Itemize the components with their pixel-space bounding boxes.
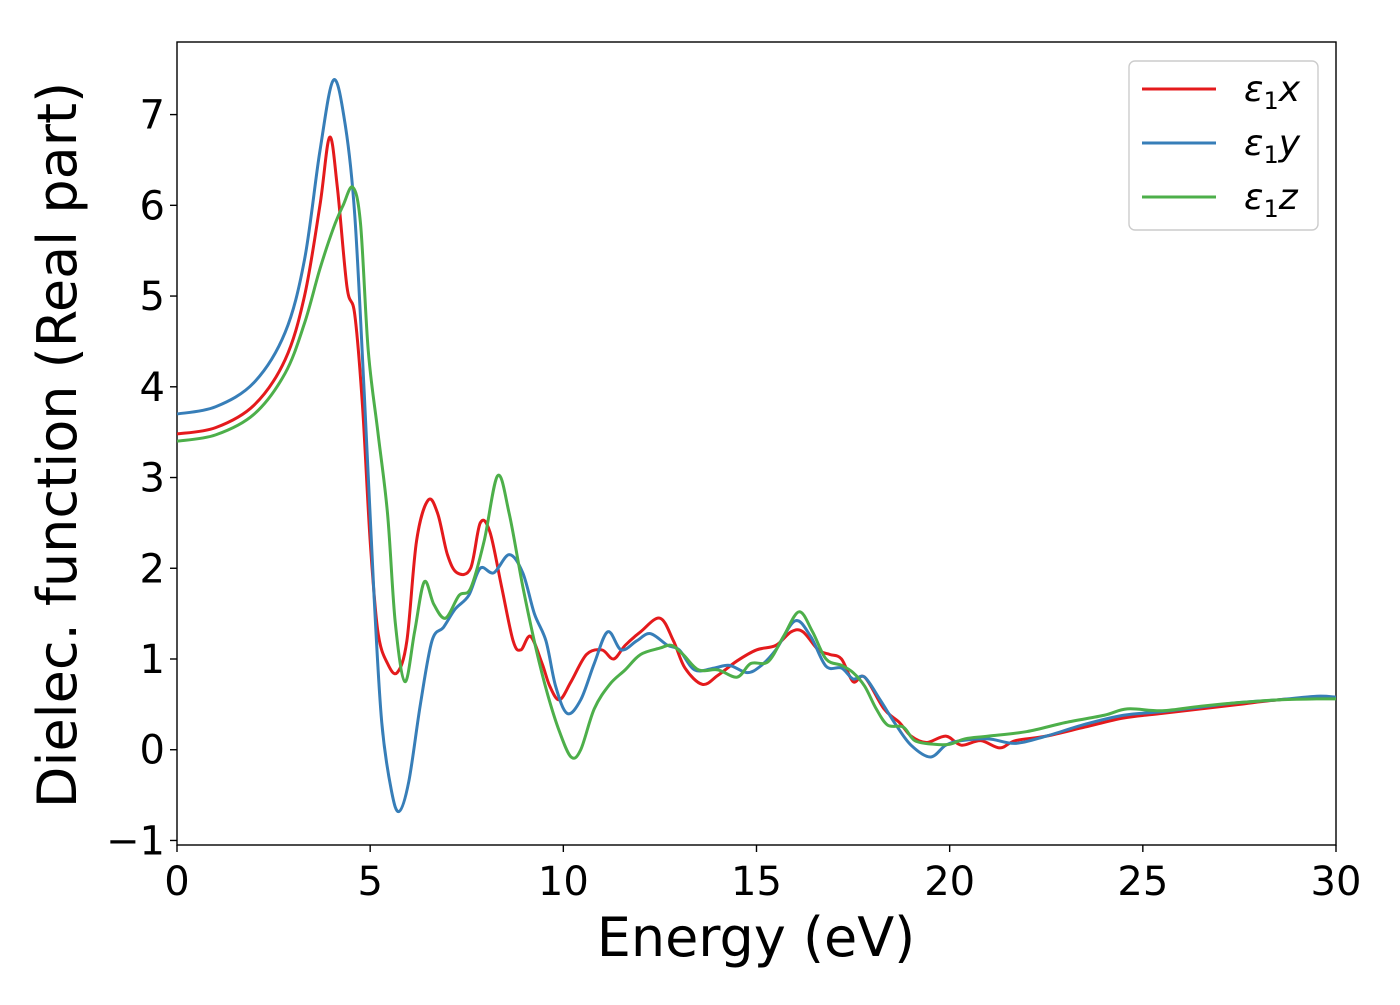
- x-tick-label: 25: [1117, 859, 1168, 905]
- legend-label-x: ε1x: [1244, 69, 1301, 115]
- x-tick-label: 30: [1311, 859, 1362, 905]
- legend: ε1x ε1y ε1z: [1128, 60, 1319, 231]
- y-ticks: −1 0 1 2 3 4 5 6 7: [106, 93, 177, 864]
- x-tick-label: 0: [164, 859, 189, 905]
- legend-entries: ε1x ε1y ε1z: [1142, 69, 1301, 223]
- y-tick-label: 1: [140, 637, 165, 683]
- x-tick-label: 10: [538, 859, 589, 905]
- series-line-z: [177, 185, 1336, 760]
- legend-label-z: ε1z: [1244, 177, 1299, 223]
- legend-label-y: ε1y: [1244, 123, 1301, 169]
- y-tick-label: 3: [140, 456, 165, 502]
- x-tick-label: 20: [924, 859, 975, 905]
- x-ticks: 0 5 10 15 20 25 30: [164, 845, 1361, 905]
- y-tick-label: 5: [140, 274, 165, 320]
- y-tick-label: 0: [140, 728, 165, 774]
- x-tick-label: 5: [357, 859, 382, 905]
- x-axis-title: Energy (eV): [597, 906, 916, 969]
- series-layer: [177, 78, 1336, 814]
- x-tick-label: 15: [731, 859, 782, 905]
- y-tick-label: 7: [140, 93, 165, 139]
- y-tick-label: 6: [140, 183, 165, 229]
- legend-box: [1128, 60, 1319, 231]
- y-tick-label: 4: [140, 365, 165, 411]
- y-tick-label: −1: [106, 818, 165, 864]
- series-line-x: [177, 135, 1336, 750]
- y-tick-label: 2: [140, 546, 165, 592]
- y-axis-title: Dielec. function (Real part): [26, 82, 89, 808]
